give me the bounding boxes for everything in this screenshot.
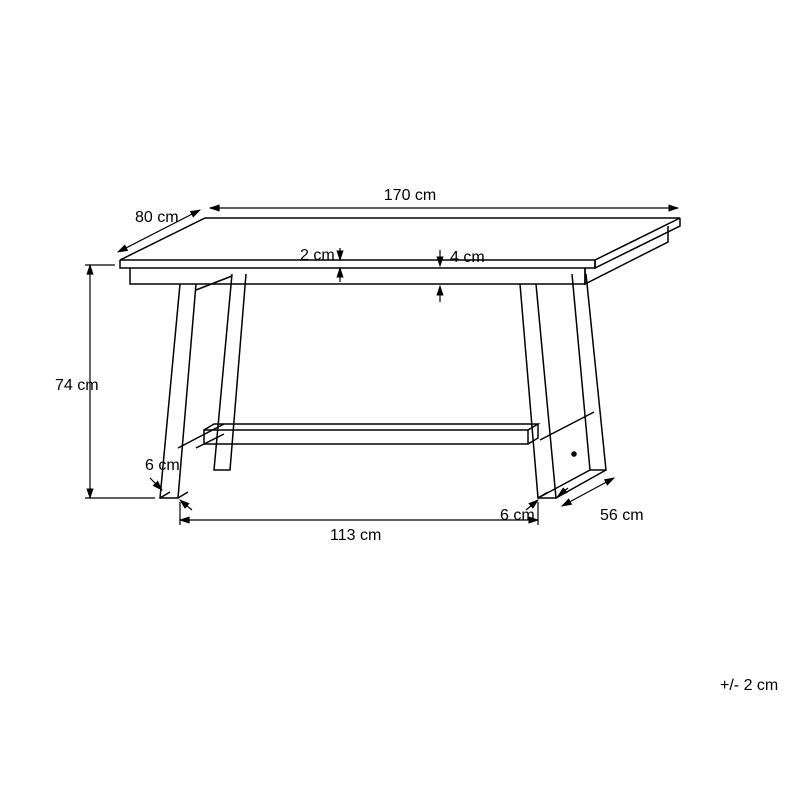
- table-top: [120, 218, 680, 284]
- top-thickness-label: 2 cm: [300, 247, 335, 264]
- height-label: 74 cm: [55, 377, 99, 394]
- table-legs: [160, 274, 606, 498]
- leg-width-left-label: 6 cm: [145, 457, 180, 474]
- depth-label: 80 cm: [135, 209, 179, 226]
- leg-span-label: 113 cm: [330, 527, 381, 544]
- dimension-lines: [85, 208, 678, 525]
- dimension-diagram: 80 cm 170 cm 74 cm 2 cm 4 cm 6 cm 6 cm 1…: [0, 0, 800, 800]
- leg-width-right-label: 6 cm: [500, 507, 535, 524]
- tolerance-label: +/- 2 cm: [720, 677, 778, 694]
- length-label: 170 cm: [384, 187, 436, 204]
- leg-depth-label: 56 cm: [600, 507, 644, 524]
- lip-thickness-label: 4 cm: [450, 249, 485, 266]
